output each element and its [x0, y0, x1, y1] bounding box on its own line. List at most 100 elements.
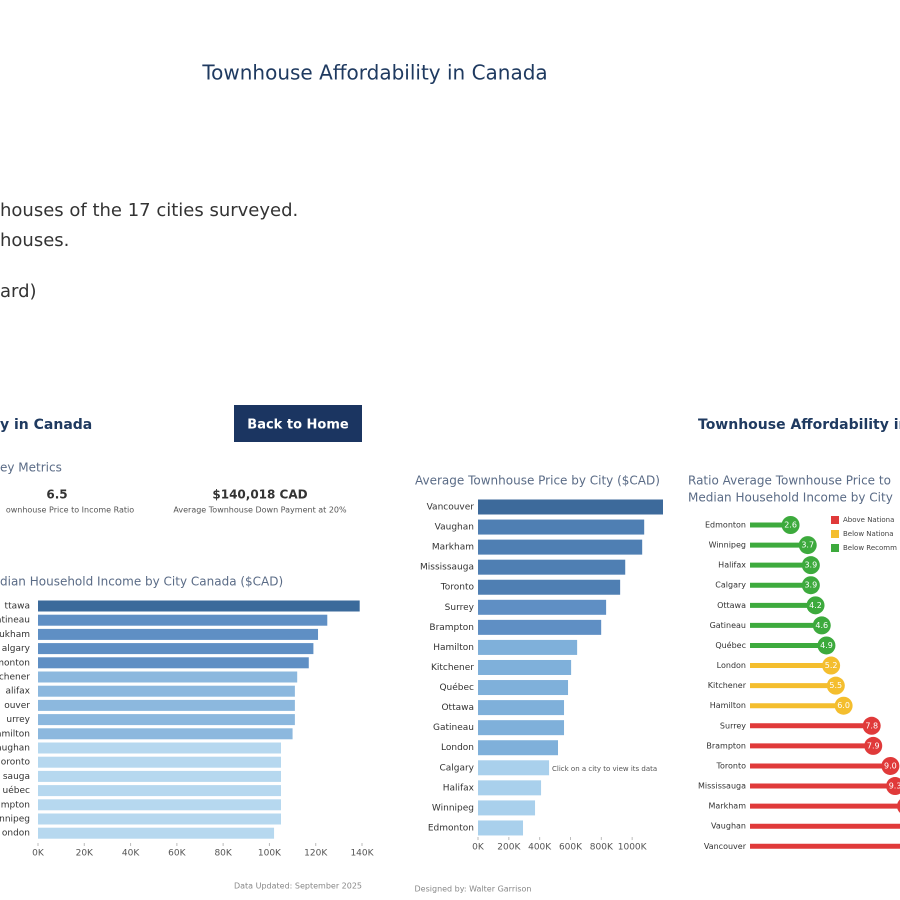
category-label: Calgary — [439, 763, 474, 773]
button-label[interactable]: Back to Home — [247, 418, 349, 433]
lollipop-head — [897, 799, 900, 813]
legend-swatch — [831, 544, 839, 552]
category-label: atineau — [0, 616, 30, 626]
bar — [478, 800, 536, 816]
category-label: London — [717, 661, 746, 670]
value-label: 3.7 — [801, 541, 814, 550]
button-bg[interactable] — [234, 405, 362, 442]
bar — [38, 685, 295, 697]
lollipop-head — [812, 616, 831, 635]
lollipop-head — [822, 656, 841, 675]
bar — [38, 742, 281, 754]
bar — [478, 499, 663, 515]
bar — [38, 785, 281, 797]
category-label: Surrey — [720, 721, 746, 730]
category-label: Winnipeg — [709, 541, 746, 550]
chart-title: Ratio Average Townhouse Price to — [688, 474, 891, 488]
category-label: Markham — [709, 802, 747, 811]
value-label: 4.6 — [815, 621, 828, 630]
chart-title: Average Townhouse Price by City ($CAD) — [415, 474, 660, 488]
bar — [478, 700, 565, 716]
lollipop-head — [806, 596, 825, 615]
lollipop-head — [801, 556, 820, 575]
x-tick-label: 40K — [122, 849, 140, 859]
category-label: ampton — [0, 800, 30, 810]
category-label: alifax — [5, 687, 30, 697]
lollipop-head — [881, 756, 900, 775]
category-label: London — [441, 743, 474, 753]
lollipop-head — [826, 676, 845, 695]
category-label: Québec — [439, 682, 474, 693]
intro-line: houses. — [0, 230, 69, 251]
annotation: Click on a city to view its data — [552, 765, 657, 773]
value-label: 4.2 — [809, 601, 822, 610]
bar — [38, 699, 295, 711]
bar — [38, 657, 309, 669]
bar — [478, 820, 524, 836]
bar — [478, 559, 626, 575]
x-tick-label: 100K — [258, 849, 282, 859]
bar — [478, 780, 542, 796]
bar — [478, 659, 572, 675]
lollipop-head — [886, 777, 900, 796]
intro-line: ard) — [0, 281, 37, 302]
category-label: Brampton — [429, 623, 474, 633]
bar — [478, 619, 602, 635]
category-label: algary — [2, 644, 31, 654]
lollipop-head — [864, 736, 883, 755]
category-label: Vaughan — [711, 822, 746, 831]
category-label: sauga — [3, 772, 30, 782]
category-label: urrey — [6, 715, 30, 725]
lollipop-head — [862, 716, 881, 735]
category-label: Ottawa — [441, 703, 474, 713]
bar — [478, 579, 621, 595]
x-tick-label: 80K — [214, 849, 232, 859]
bar — [38, 714, 295, 726]
lollipop-head — [801, 576, 820, 595]
intro-line: houses of the 17 cities surveyed. — [0, 200, 298, 221]
category-label: Edmonton — [705, 521, 746, 530]
category-label: Gatineau — [710, 621, 746, 630]
value-label: 5.5 — [829, 681, 842, 690]
bar — [478, 680, 569, 696]
lollipop-head — [781, 516, 800, 534]
category-label: Gatineau — [433, 723, 474, 733]
category-label: nnipeg — [0, 815, 30, 825]
value-label: 5.2 — [825, 661, 838, 670]
category-label: Surrey — [445, 603, 475, 613]
value-label: 4.9 — [820, 641, 833, 650]
legend-label: Below Nationa — [843, 530, 894, 538]
category-label: Edmonton — [428, 823, 474, 833]
category-label: Halifax — [443, 783, 475, 793]
category-label: Québec — [715, 640, 746, 650]
category-label: Hamilton — [710, 701, 746, 710]
category-label: oronto — [1, 758, 31, 768]
category-label: Calgary — [715, 581, 746, 590]
bar — [38, 600, 360, 612]
x-tick-label: 0K — [472, 843, 485, 853]
value-label: 2.6 — [784, 521, 797, 530]
category-label: Vancouver — [704, 842, 747, 851]
bar — [478, 639, 578, 655]
bar — [38, 813, 281, 825]
x-tick-label: 20K — [76, 849, 94, 859]
value-label: 7.9 — [867, 741, 880, 750]
category-label: Ottawa — [717, 601, 746, 610]
back-button[interactable]: Back to Home — [234, 405, 362, 442]
x-tick-label: 400K — [528, 843, 552, 853]
dashboard-title: y in Canada — [0, 417, 92, 433]
category-label: Brampton — [706, 741, 746, 750]
category-label: uébec — [3, 785, 30, 796]
x-tick-label: 600K — [559, 843, 583, 853]
bar — [38, 614, 328, 626]
value-label: 3.9 — [804, 581, 817, 590]
metric-label: Average Townhouse Down Payment at 20% — [173, 506, 347, 515]
category-label: ondon — [2, 829, 30, 839]
dashboard-title: Townhouse Affordability in C — [698, 417, 900, 433]
legend-label: Above Nationa — [843, 516, 894, 524]
bar — [478, 720, 565, 736]
category-label: Markham — [432, 543, 474, 553]
bar — [38, 756, 281, 768]
value-label: 6.0 — [837, 701, 850, 710]
bar — [38, 827, 275, 839]
